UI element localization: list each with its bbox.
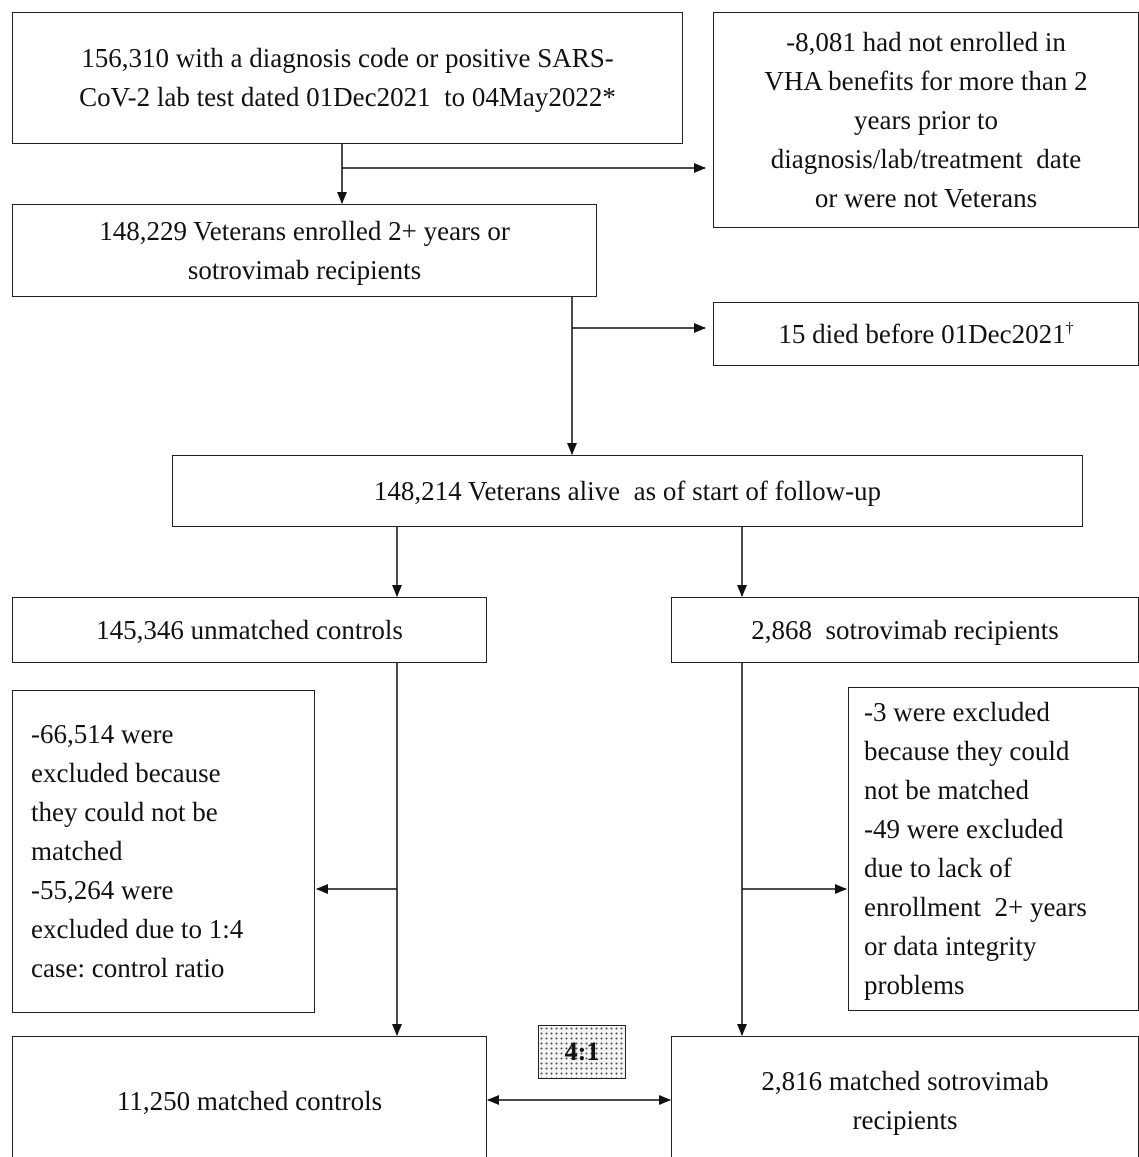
node-text: due to lack of <box>864 853 1012 883</box>
node-text: not be matched <box>864 775 1029 805</box>
node-box: -8,081 had not enrolled in VHA benefits f… <box>713 12 1139 228</box>
node-text: 2,816 matched sotrovimab <box>761 1066 1049 1096</box>
node-text: excluded due to 1:4 <box>31 914 244 944</box>
node-box: -3 were excluded because they could not be… <box>848 687 1139 1011</box>
node-text: -8,081 had not enrolled in <box>786 26 1066 57</box>
node-box: 148,229 Veterans enrolled 2+ years or sot… <box>12 204 597 297</box>
node-text: they could not be <box>31 797 218 827</box>
node-text: 148,214 Veterans alive as of start of fo… <box>373 475 882 506</box>
node-text: diagnosis/lab/treatment date <box>770 143 1082 174</box>
ratio-label: 4:1 <box>564 1037 600 1066</box>
node-box: 11,250 matched controls <box>12 1036 487 1157</box>
node-text: case: control ratio <box>31 953 225 983</box>
node-text: -55,264 were <box>31 875 174 905</box>
node-text: CoV-2 lab test dated 01Dec2021 to 04May2… <box>79 82 616 112</box>
node-box: -66,514 were excluded because they could n… <box>12 690 315 1013</box>
node-text: 148,229 Veterans enrolled 2+ years or <box>99 215 510 246</box>
node-box: 156,310 with a diagnosis code or positiv… <box>12 12 683 144</box>
node-text: VHA benefits for more than 2 <box>764 65 1088 96</box>
node-box: 2,868 sotrovimab recipients <box>671 597 1139 663</box>
footnote-mark: † <box>1065 319 1074 337</box>
node-text: recipients <box>852 1105 958 1135</box>
node-box: 145,346 unmatched controls <box>12 597 487 663</box>
node-text: problems <box>864 970 965 1000</box>
node-text: 2,868 sotrovimab recipients <box>751 614 1059 645</box>
ratio-box: 4:1 <box>538 1025 626 1079</box>
node-text: enrollment 2+ years <box>864 892 1087 922</box>
node-text: 11,250 matched controls <box>116 1085 383 1116</box>
node-text: 156,310 with a diagnosis code or positiv… <box>81 43 614 73</box>
node-text: years prior to <box>854 104 998 135</box>
node-text: or data integrity <box>864 931 1037 961</box>
node-box: 15 died before 01Dec2021† <box>713 302 1139 366</box>
node-text: -66,514 were <box>31 719 174 749</box>
node-text: -49 were excluded <box>864 814 1064 844</box>
node-text: excluded because <box>31 758 221 788</box>
node-box: 2,816 matched sotrovimab recipients <box>671 1036 1139 1157</box>
node-text: or were not Veterans <box>814 182 1038 213</box>
node-box: 148,214 Veterans alive as of start of fo… <box>172 455 1083 527</box>
node-text: -3 were excluded <box>864 697 1050 727</box>
node-text: 15 died before 01Dec2021† <box>778 318 1074 349</box>
node-text: matched <box>31 836 123 866</box>
node-text: sotrovimab recipients <box>187 254 422 285</box>
node-text: 145,346 unmatched controls <box>96 614 403 645</box>
node-text: because they could <box>864 736 1070 766</box>
